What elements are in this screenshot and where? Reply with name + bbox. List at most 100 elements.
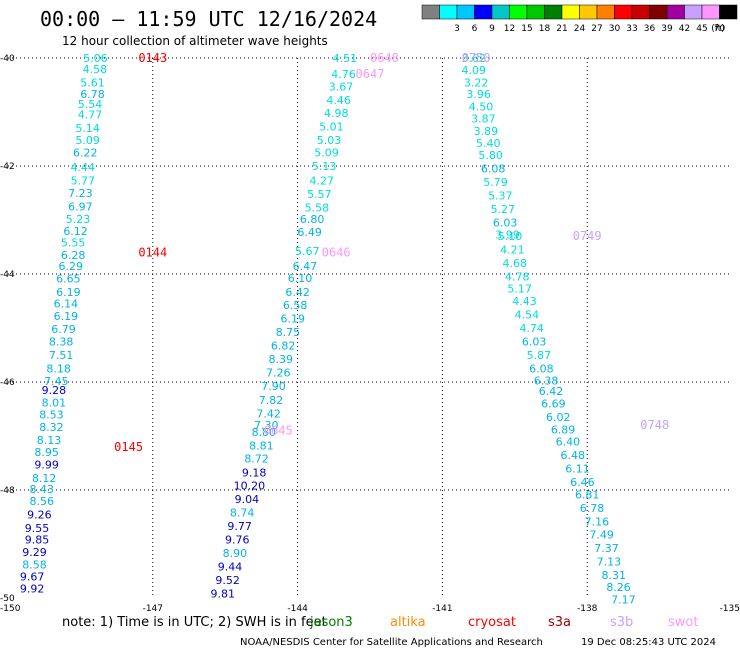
pass-time-labels: 0143 0144 0145 0648 0647 0646 0645 0750 0749 0748 [114, 51, 669, 454]
swh-value: 5.80 [478, 149, 503, 162]
swh-value: 4.21 [500, 244, 525, 257]
swh-value: 4.68 [503, 257, 528, 270]
swh-value: 4.43 [512, 295, 537, 308]
longitude-tick-label: -138 [577, 604, 598, 614]
color-scale-tick-label: 30 [609, 24, 621, 34]
swh-value: 6.78 [80, 88, 105, 101]
swh-value: 3.99 [495, 229, 520, 242]
latitude-tick-label: -42 [0, 162, 15, 172]
swh-data-points: 5.064.585.616.785.544.775.145.096.224.44… [20, 52, 636, 607]
swh-value: 9.92 [20, 582, 45, 595]
swh-value: 8.80 [252, 426, 277, 439]
swh-value: 6.14 [54, 298, 79, 311]
longitude-tick-label: -147 [143, 604, 163, 614]
swh-value: 6.19 [54, 310, 79, 323]
swh-value: 5.67 [295, 245, 320, 258]
swh-value: 9.52 [215, 574, 240, 587]
color-scale-tick-label: 39 [661, 24, 673, 34]
color-scale-tick-label: 18 [539, 24, 551, 34]
swh-value: 4.77 [78, 109, 103, 122]
color-scale-tick-label: 24 [574, 24, 586, 34]
swh-value: 6.19 [281, 312, 306, 325]
swh-track: 5.064.585.616.785.544.775.145.096.224.44… [20, 52, 108, 595]
swh-value: 6.48 [560, 449, 585, 462]
swh-value: 6.11 [565, 462, 590, 475]
swh-value: 5.17 [507, 283, 532, 296]
color-scale-tick-label: 42 [679, 24, 690, 34]
swh-value: 5.10 [498, 230, 523, 243]
swh-value: 9.77 [227, 520, 252, 533]
color-scale-tick-label: 3 [454, 24, 460, 34]
swh-value: 5.58 [305, 202, 330, 215]
swh-value: 9.85 [25, 534, 50, 547]
color-scale-swatch [579, 4, 598, 20]
swh-value: 5.14 [75, 122, 100, 135]
swh-value: 6.49 [297, 226, 322, 239]
color-scale-swatch [439, 4, 458, 20]
pass-time-label: 0145 [114, 440, 143, 454]
color-scale-tick-label: 70 [714, 24, 726, 34]
swh-value: 7.51 [49, 349, 74, 362]
swh-value: 4.44 [71, 161, 96, 174]
swh-value: 7.42 [256, 407, 281, 420]
footer-credit: NOAA/NESDIS Center for Satellite Applica… [240, 637, 543, 648]
swh-value: 6.38 [534, 374, 559, 387]
swh-value: 6.81 [575, 488, 600, 501]
mission-legend-item: cryosat [468, 615, 516, 630]
swh-value: 6.08 [529, 363, 554, 376]
swh-value: 6.42 [539, 385, 564, 398]
color-scale-swatch [474, 4, 493, 20]
swh-value: 8.31 [601, 569, 626, 582]
pass-time-label: 0648 [370, 51, 399, 65]
swh-value: 8.90 [223, 547, 248, 560]
swh-value: 6.42 [285, 286, 310, 299]
swh-value: 7.23 [68, 187, 93, 200]
swh-value: 3.96 [466, 88, 491, 101]
swh-value: 8.56 [30, 495, 55, 508]
mission-legend-item: s3b [610, 615, 633, 630]
swh-value: 6.19 [56, 286, 81, 299]
longitude-tick-label: -150 [0, 604, 21, 614]
swh-value: 4.09 [462, 64, 487, 77]
swh-value: 5.09 [314, 147, 339, 160]
swh-value: 9.76 [225, 534, 250, 547]
latitude-tick-label: -46 [0, 378, 15, 388]
swh-value: 3.67 [329, 81, 354, 94]
swh-value: 8.12 [32, 472, 57, 485]
pass-time-label: 0646 [322, 245, 351, 259]
swh-value: 9.29 [22, 546, 47, 559]
swh-value: 6.02 [546, 411, 571, 424]
color-scale-tick-label: 12 [504, 24, 515, 34]
swh-value: 3.62 [462, 52, 487, 65]
swh-value: 9.04 [235, 493, 260, 506]
color-scale-tick-label: 33 [626, 24, 637, 34]
swh-value: 4.27 [309, 175, 334, 188]
color-scale-tick-label: 21 [556, 24, 567, 34]
color-scale-tick-label: 36 [644, 24, 656, 34]
swh-value: 6.10 [288, 272, 313, 285]
swh-value: 5.79 [483, 176, 508, 189]
mission-legend-item: swot [668, 615, 698, 630]
swh-value: 8.01 [42, 397, 67, 410]
swh-value: 6.08 [481, 163, 506, 176]
pass-time-label: 0143 [138, 51, 167, 65]
swh-value: 7.30 [254, 419, 279, 432]
swh-value: 7.17 [611, 594, 636, 607]
color-scale-swatch [719, 4, 738, 20]
color-scale-swatch [666, 4, 685, 20]
color-scale-swatch [491, 4, 510, 20]
pass-time-label: 0647 [356, 67, 385, 81]
color-scale-swatch [631, 4, 650, 20]
swh-value: 7.90 [261, 380, 286, 393]
pass-time-label: 0750 [462, 51, 491, 65]
swh-value: 3.89 [474, 125, 499, 138]
swh-value: 5.03 [317, 134, 342, 147]
swh-value: 8.58 [22, 559, 47, 572]
latitude-tick-labels: -40 -42 -44 -46 -48 -50 [0, 54, 15, 604]
footer-note: note: 1) Time is in UTC; 2) SWH is in fe… [62, 615, 327, 630]
color-scale-swatch [544, 4, 563, 20]
swh-value: 6.28 [61, 249, 86, 262]
swh-value: 8.43 [30, 483, 55, 496]
swh-value: 5.87 [527, 349, 552, 362]
swh-value: 7.26 [266, 366, 291, 379]
